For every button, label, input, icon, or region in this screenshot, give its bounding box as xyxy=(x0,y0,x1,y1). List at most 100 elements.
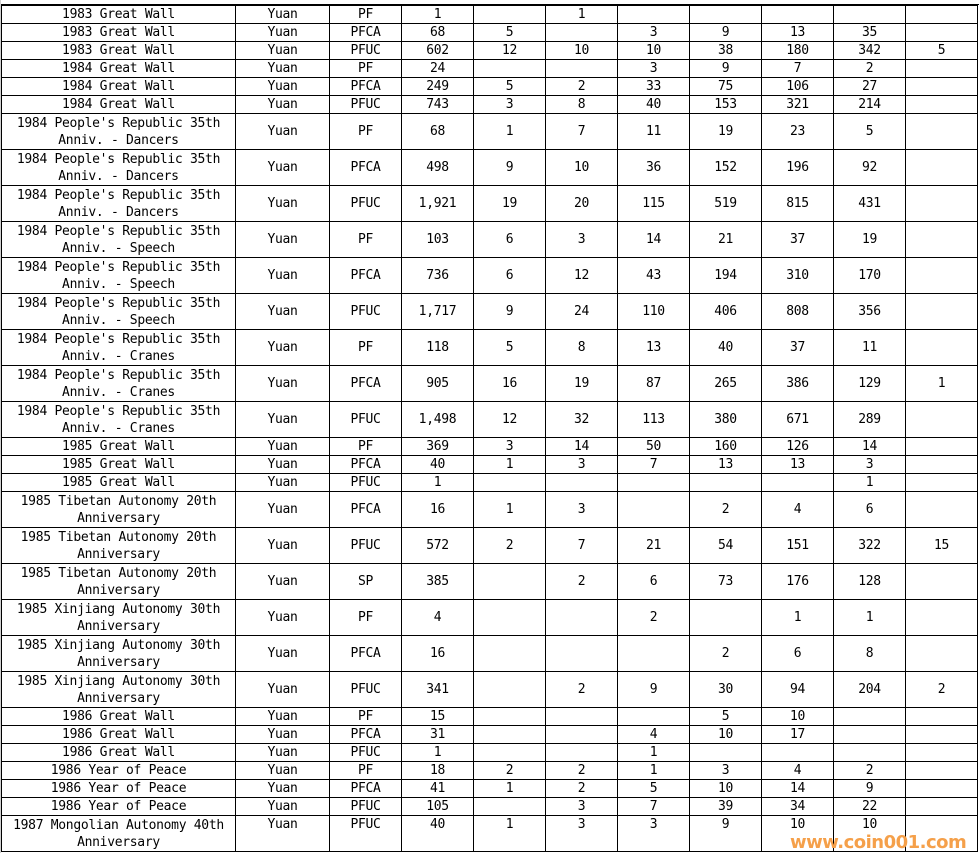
grade-col-3-cell: 50 xyxy=(617,437,690,456)
grade-type-cell: PFUC xyxy=(329,743,402,762)
grade-col-4-cell: 152 xyxy=(689,149,762,186)
grade-col-7-cell xyxy=(905,221,978,258)
grade-col-1-cell: 6 xyxy=(473,221,546,258)
grade-type-cell: PFUC xyxy=(329,671,402,708)
grade-col-5-cell: 94 xyxy=(761,671,834,708)
grade-col-4-cell: 10 xyxy=(689,779,762,798)
grade-type-cell: SP xyxy=(329,563,402,600)
total-cell: 41 xyxy=(401,779,474,798)
grade-col-2-cell: 24 xyxy=(545,293,618,330)
denomination-cell: Yuan xyxy=(235,401,330,438)
denomination-cell: Yuan xyxy=(235,455,330,474)
grade-col-5-cell: 106 xyxy=(761,77,834,96)
table-row: 1986 Great Wall Yuan PFUC 1 1 xyxy=(1,743,978,762)
grade-col-5-cell: 37 xyxy=(761,329,834,366)
grade-col-1-cell xyxy=(473,725,546,744)
total-cell: 1,498 xyxy=(401,401,474,438)
total-cell: 31 xyxy=(401,725,474,744)
grade-col-7-cell xyxy=(905,725,978,744)
grade-col-6-cell: 129 xyxy=(833,365,906,402)
denomination-cell: Yuan xyxy=(235,815,330,852)
grade-col-4-cell: 13 xyxy=(689,455,762,474)
grade-col-6-cell: 2 xyxy=(833,59,906,78)
grade-type-cell: PF xyxy=(329,599,402,636)
grade-col-7-cell: 1 xyxy=(905,365,978,402)
grade-col-7-cell xyxy=(905,95,978,114)
grade-col-4-cell: 38 xyxy=(689,41,762,60)
coin-name-cell: 1986 Great Wall xyxy=(1,707,236,726)
grade-col-5-cell: 4 xyxy=(761,761,834,780)
denomination-cell: Yuan xyxy=(235,5,330,24)
denomination-cell: Yuan xyxy=(235,779,330,798)
total-cell: 68 xyxy=(401,23,474,42)
table-row: 1984 People's Republic 35th Anniv. - Dan… xyxy=(1,149,978,186)
total-cell: 385 xyxy=(401,563,474,600)
grade-col-1-cell xyxy=(473,599,546,636)
grade-type-cell: PF xyxy=(329,113,402,150)
grade-col-5-cell: 13 xyxy=(761,455,834,474)
grade-col-6-cell: 1 xyxy=(833,473,906,492)
total-cell: 743 xyxy=(401,95,474,114)
grade-col-3-cell xyxy=(617,635,690,672)
grade-col-7-cell xyxy=(905,293,978,330)
coin-name-cell: 1985 Great Wall xyxy=(1,437,236,456)
grade-col-7-cell: 5 xyxy=(905,41,978,60)
coin-name-cell: 1986 Great Wall xyxy=(1,725,236,744)
grade-col-1-cell: 1 xyxy=(473,113,546,150)
grade-col-3-cell xyxy=(617,707,690,726)
coin-name-cell: 1986 Year of Peace xyxy=(1,797,236,816)
grade-type-cell: PF xyxy=(329,761,402,780)
table-row: 1986 Great Wall Yuan PF 15 5 10 xyxy=(1,707,978,726)
table-row: 1983 Great Wall Yuan PFUC 602 12 10 10 38 180 342… xyxy=(1,41,978,60)
grade-col-6-cell: 289 xyxy=(833,401,906,438)
grade-col-7-cell: 15 xyxy=(905,527,978,564)
table-row: 1985 Great Wall Yuan PFUC 1 1 xyxy=(1,473,978,492)
table-row: 1986 Year of Peace Yuan PF 18 2 2 1 3 4 2 xyxy=(1,761,978,780)
grade-col-2-cell xyxy=(545,743,618,762)
denomination-cell: Yuan xyxy=(235,185,330,222)
grade-col-5-cell: 6 xyxy=(761,635,834,672)
grade-col-6-cell: 204 xyxy=(833,671,906,708)
grade-col-4-cell: 10 xyxy=(689,725,762,744)
grade-col-2-cell: 1 xyxy=(545,5,618,24)
coin-name-cell: 1986 Great Wall xyxy=(1,743,236,762)
denomination-cell: Yuan xyxy=(235,221,330,258)
coin-name-cell: 1985 Xinjiang Autonomy 30th Anniversary xyxy=(1,635,236,672)
grade-col-7-cell xyxy=(905,455,978,474)
grade-col-2-cell: 3 xyxy=(545,221,618,258)
grade-col-1-cell: 16 xyxy=(473,365,546,402)
grade-col-2-cell: 10 xyxy=(545,41,618,60)
table-row: 1985 Tibetan Autonomy 20th Anniversary Yu… xyxy=(1,491,978,528)
total-cell: 249 xyxy=(401,77,474,96)
grade-type-cell: PFCA xyxy=(329,725,402,744)
grade-type-cell: PFCA xyxy=(329,365,402,402)
grade-col-2-cell xyxy=(545,473,618,492)
grade-col-5-cell: 13 xyxy=(761,23,834,42)
grade-col-3-cell: 1 xyxy=(617,743,690,762)
total-cell: 24 xyxy=(401,59,474,78)
total-cell: 1,717 xyxy=(401,293,474,330)
grade-col-3-cell: 115 xyxy=(617,185,690,222)
coin-name-cell: 1984 People's Republic 35th Anniv. - Spe… xyxy=(1,221,236,258)
table-row: 1986 Great Wall Yuan PFCA 31 4 10 17 xyxy=(1,725,978,744)
grade-col-6-cell: 14 xyxy=(833,437,906,456)
grade-col-3-cell: 14 xyxy=(617,221,690,258)
grade-col-3-cell: 10 xyxy=(617,41,690,60)
grade-col-2-cell: 7 xyxy=(545,527,618,564)
grade-col-5-cell: 321 xyxy=(761,95,834,114)
grade-col-1-cell: 2 xyxy=(473,761,546,780)
table-row: 1984 People's Republic 35th Anniv. - Spe… xyxy=(1,221,978,258)
grade-col-6-cell: 3 xyxy=(833,455,906,474)
total-cell: 369 xyxy=(401,437,474,456)
total-cell: 341 xyxy=(401,671,474,708)
denomination-cell: Yuan xyxy=(235,95,330,114)
coin-name-cell: 1985 Tibetan Autonomy 20th Anniversary xyxy=(1,527,236,564)
coin-name-cell: 1986 Year of Peace xyxy=(1,761,236,780)
denomination-cell: Yuan xyxy=(235,761,330,780)
total-cell: 40 xyxy=(401,815,474,852)
grade-col-4-cell: 153 xyxy=(689,95,762,114)
table-row: 1987 Mongolian Autonomy 40th Anniversary… xyxy=(1,815,978,852)
table-row: 1984 People's Republic 35th Anniv. - Dan… xyxy=(1,113,978,150)
grade-type-cell: PF xyxy=(329,59,402,78)
grade-col-5-cell: 7 xyxy=(761,59,834,78)
